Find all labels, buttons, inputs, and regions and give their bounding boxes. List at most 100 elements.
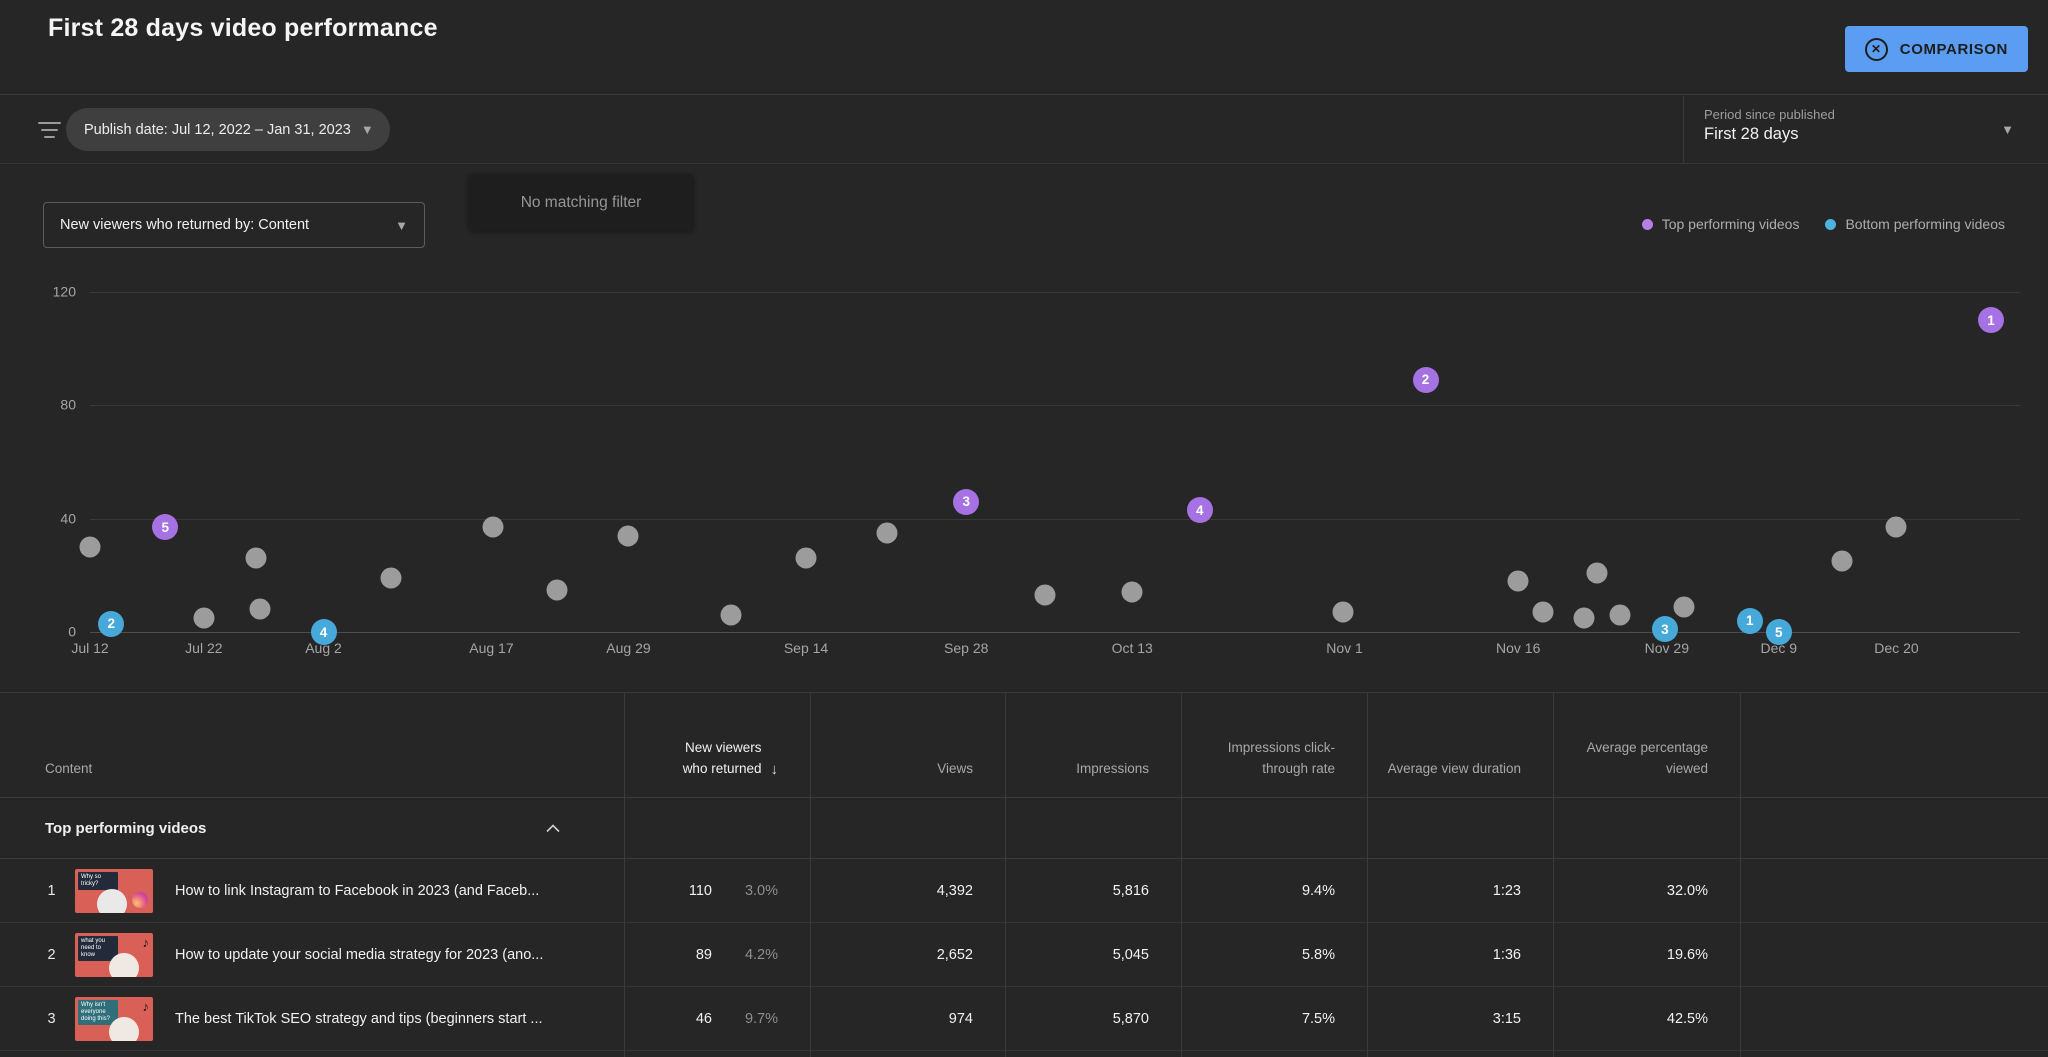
page-header: First 28 days video performance ✕ COMPAR… (0, 0, 2048, 95)
video-dot[interactable] (245, 547, 267, 569)
video-dot[interactable] (249, 598, 271, 620)
video-dot[interactable] (193, 607, 215, 629)
legend-item-bottom-performing: Bottom performing videos (1825, 216, 2005, 232)
video-thumbnail[interactable]: what you need to know ♪ (75, 932, 153, 977)
video-dot[interactable] (617, 525, 639, 547)
video-dot[interactable] (1332, 601, 1354, 623)
column-header-new-viewers[interactable]: New viewers who returned ↓ (624, 693, 810, 797)
video-dot[interactable] (1609, 604, 1631, 626)
video-dot[interactable] (546, 579, 568, 600)
bottom-video-marker[interactable]: 3 (1651, 616, 1678, 643)
group-header-title: Top performing videos (45, 819, 207, 837)
x-axis-tick-label: Jul 22 (185, 640, 223, 656)
video-title: How to link Instagram to Facebook in 202… (175, 882, 540, 899)
table-row[interactable]: 1 Why so tricky? How to link Instagram t… (0, 859, 2048, 923)
column-header-content[interactable]: Content (45, 761, 93, 777)
impressions-value: 5,870 (1005, 987, 1181, 1050)
column-header-impressions[interactable]: Impressions (1005, 693, 1181, 797)
video-dot[interactable] (79, 536, 101, 558)
new-viewers-value: 46 (695, 1010, 712, 1027)
gridline (90, 632, 2020, 633)
ctr-value: 9.4% (1181, 859, 1367, 922)
top-video-marker[interactable]: 1 (1978, 307, 2005, 334)
chart-section: No matching filter New viewers who retur… (0, 164, 2048, 692)
table-row[interactable]: 2 what you need to know ♪ How to update … (0, 923, 2048, 987)
sort-descending-icon: ↓ (770, 760, 779, 778)
y-axis-tick-label: 40 (60, 510, 76, 527)
top-video-marker[interactable]: 5 (152, 514, 179, 541)
thumbnail-figure (97, 888, 127, 913)
y-axis-tick-label: 0 (68, 623, 76, 640)
video-dot[interactable] (795, 547, 817, 569)
bottom-video-marker[interactable]: 2 (98, 610, 125, 637)
avg-view-duration-value: 1:36 (1367, 923, 1553, 986)
column-header-label: New viewers who returned (682, 740, 762, 777)
x-axis: Jul 12 Jul 22 Aug 2 Aug 17 Aug 29 Sep 14 Sep 2… (71, 640, 2020, 660)
thumbnail-text: what you need to know (78, 935, 118, 961)
top-video-marker[interactable]: 3 (953, 488, 980, 515)
publish-date-filter-label: Publish date: Jul 12, 2022 – Jan 31, 202… (84, 121, 351, 138)
video-dot[interactable] (1121, 581, 1143, 603)
row-rank: 2 (47, 946, 56, 963)
table-row[interactable]: 3 Why isn't everyone doing this? ♪ The b… (0, 987, 2048, 1051)
avg-pct-viewed-value: 32.0% (1553, 859, 1740, 922)
video-thumbnail[interactable]: Why isn't everyone doing this? ♪ (75, 996, 153, 1041)
impressions-value: 5,045 (1005, 923, 1181, 986)
views-value: 4,392 (810, 859, 1005, 922)
gridline (90, 518, 2020, 520)
bottom-video-marker[interactable]: 1 (1736, 607, 1763, 634)
chevron-up-icon[interactable] (546, 824, 560, 833)
chevron-down-icon: ▼ (2001, 122, 2014, 137)
x-axis-tick-label: Aug 17 (469, 640, 514, 656)
chevron-down-icon: ▼ (360, 122, 374, 137)
performance-table: + Content New viewers who returned ↓ Vie… (0, 692, 2048, 1057)
tiktok-icon: ♪ (142, 934, 150, 950)
comparison-button[interactable]: ✕ COMPARISON (1844, 26, 2028, 72)
video-dot[interactable] (1885, 516, 1907, 538)
top-video-marker[interactable]: 2 (1412, 366, 1439, 393)
x-axis-tick-label: Sep 14 (783, 640, 829, 656)
top-performing-dot-icon (1641, 218, 1653, 230)
video-dot[interactable] (720, 604, 742, 626)
legend-item-top-performing: Top performing videos (1641, 216, 1800, 232)
group-header-row: Top performing videos (0, 798, 2048, 859)
legend-label: Top performing videos (1661, 216, 1800, 232)
video-dot[interactable] (1586, 562, 1608, 583)
video-dot[interactable] (1034, 584, 1056, 606)
video-dot[interactable] (1673, 596, 1695, 617)
row-rank: 1 (47, 882, 56, 899)
video-dot[interactable] (482, 516, 504, 538)
video-dot[interactable] (1831, 550, 1853, 572)
column-header-ctr[interactable]: Impressions click-through rate (1181, 693, 1367, 797)
publish-date-filter-chip[interactable]: Publish date: Jul 12, 2022 – Jan 31, 202… (66, 108, 390, 151)
tiktok-icon: ♪ (142, 998, 150, 1014)
video-dot[interactable] (380, 567, 402, 589)
video-dot[interactable] (1532, 601, 1554, 623)
metric-dropdown[interactable]: New viewers who returned by: Content ▼ (43, 202, 425, 248)
column-header-avg-pct-viewed[interactable]: Average percentage viewed (1553, 693, 1740, 797)
x-axis-tick-label: Nov 1 (1326, 640, 1363, 656)
filter-bar: Publish date: Jul 12, 2022 – Jan 31, 202… (0, 96, 2048, 164)
video-dot[interactable] (876, 522, 898, 544)
video-dot[interactable] (1573, 607, 1595, 629)
video-dot[interactable] (1507, 570, 1529, 592)
y-axis-tick-label: 80 (60, 397, 76, 414)
chart-legend: Top performing videos Bottom performing … (1641, 216, 2005, 232)
video-thumbnail[interactable]: Why so tricky? (75, 868, 153, 913)
filter-icon[interactable] (38, 122, 61, 138)
x-axis-tick-label: Jul 12 (71, 640, 109, 656)
legend-label: Bottom performing videos (1845, 216, 2005, 232)
column-header-views[interactable]: Views (810, 693, 1005, 797)
bottom-video-marker[interactable]: 4 (310, 619, 337, 645)
x-axis-tick-label: Nov 29 (1644, 640, 1689, 656)
table-header-row: Content New viewers who returned ↓ Views… (0, 693, 2048, 798)
avg-view-duration-value: 1:23 (1367, 859, 1553, 922)
partial-next-row (0, 1051, 2048, 1057)
bottom-video-marker[interactable]: 5 (1765, 619, 1792, 645)
top-video-marker[interactable]: 4 (1186, 497, 1213, 524)
period-since-published-dropdown[interactable]: Period since published First 28 days ▼ (1683, 96, 2048, 163)
column-header-avg-view-duration[interactable]: Average view duration (1367, 693, 1553, 797)
chevron-down-icon: ▼ (395, 217, 408, 233)
video-title: How to update your social media strategy… (175, 946, 544, 963)
